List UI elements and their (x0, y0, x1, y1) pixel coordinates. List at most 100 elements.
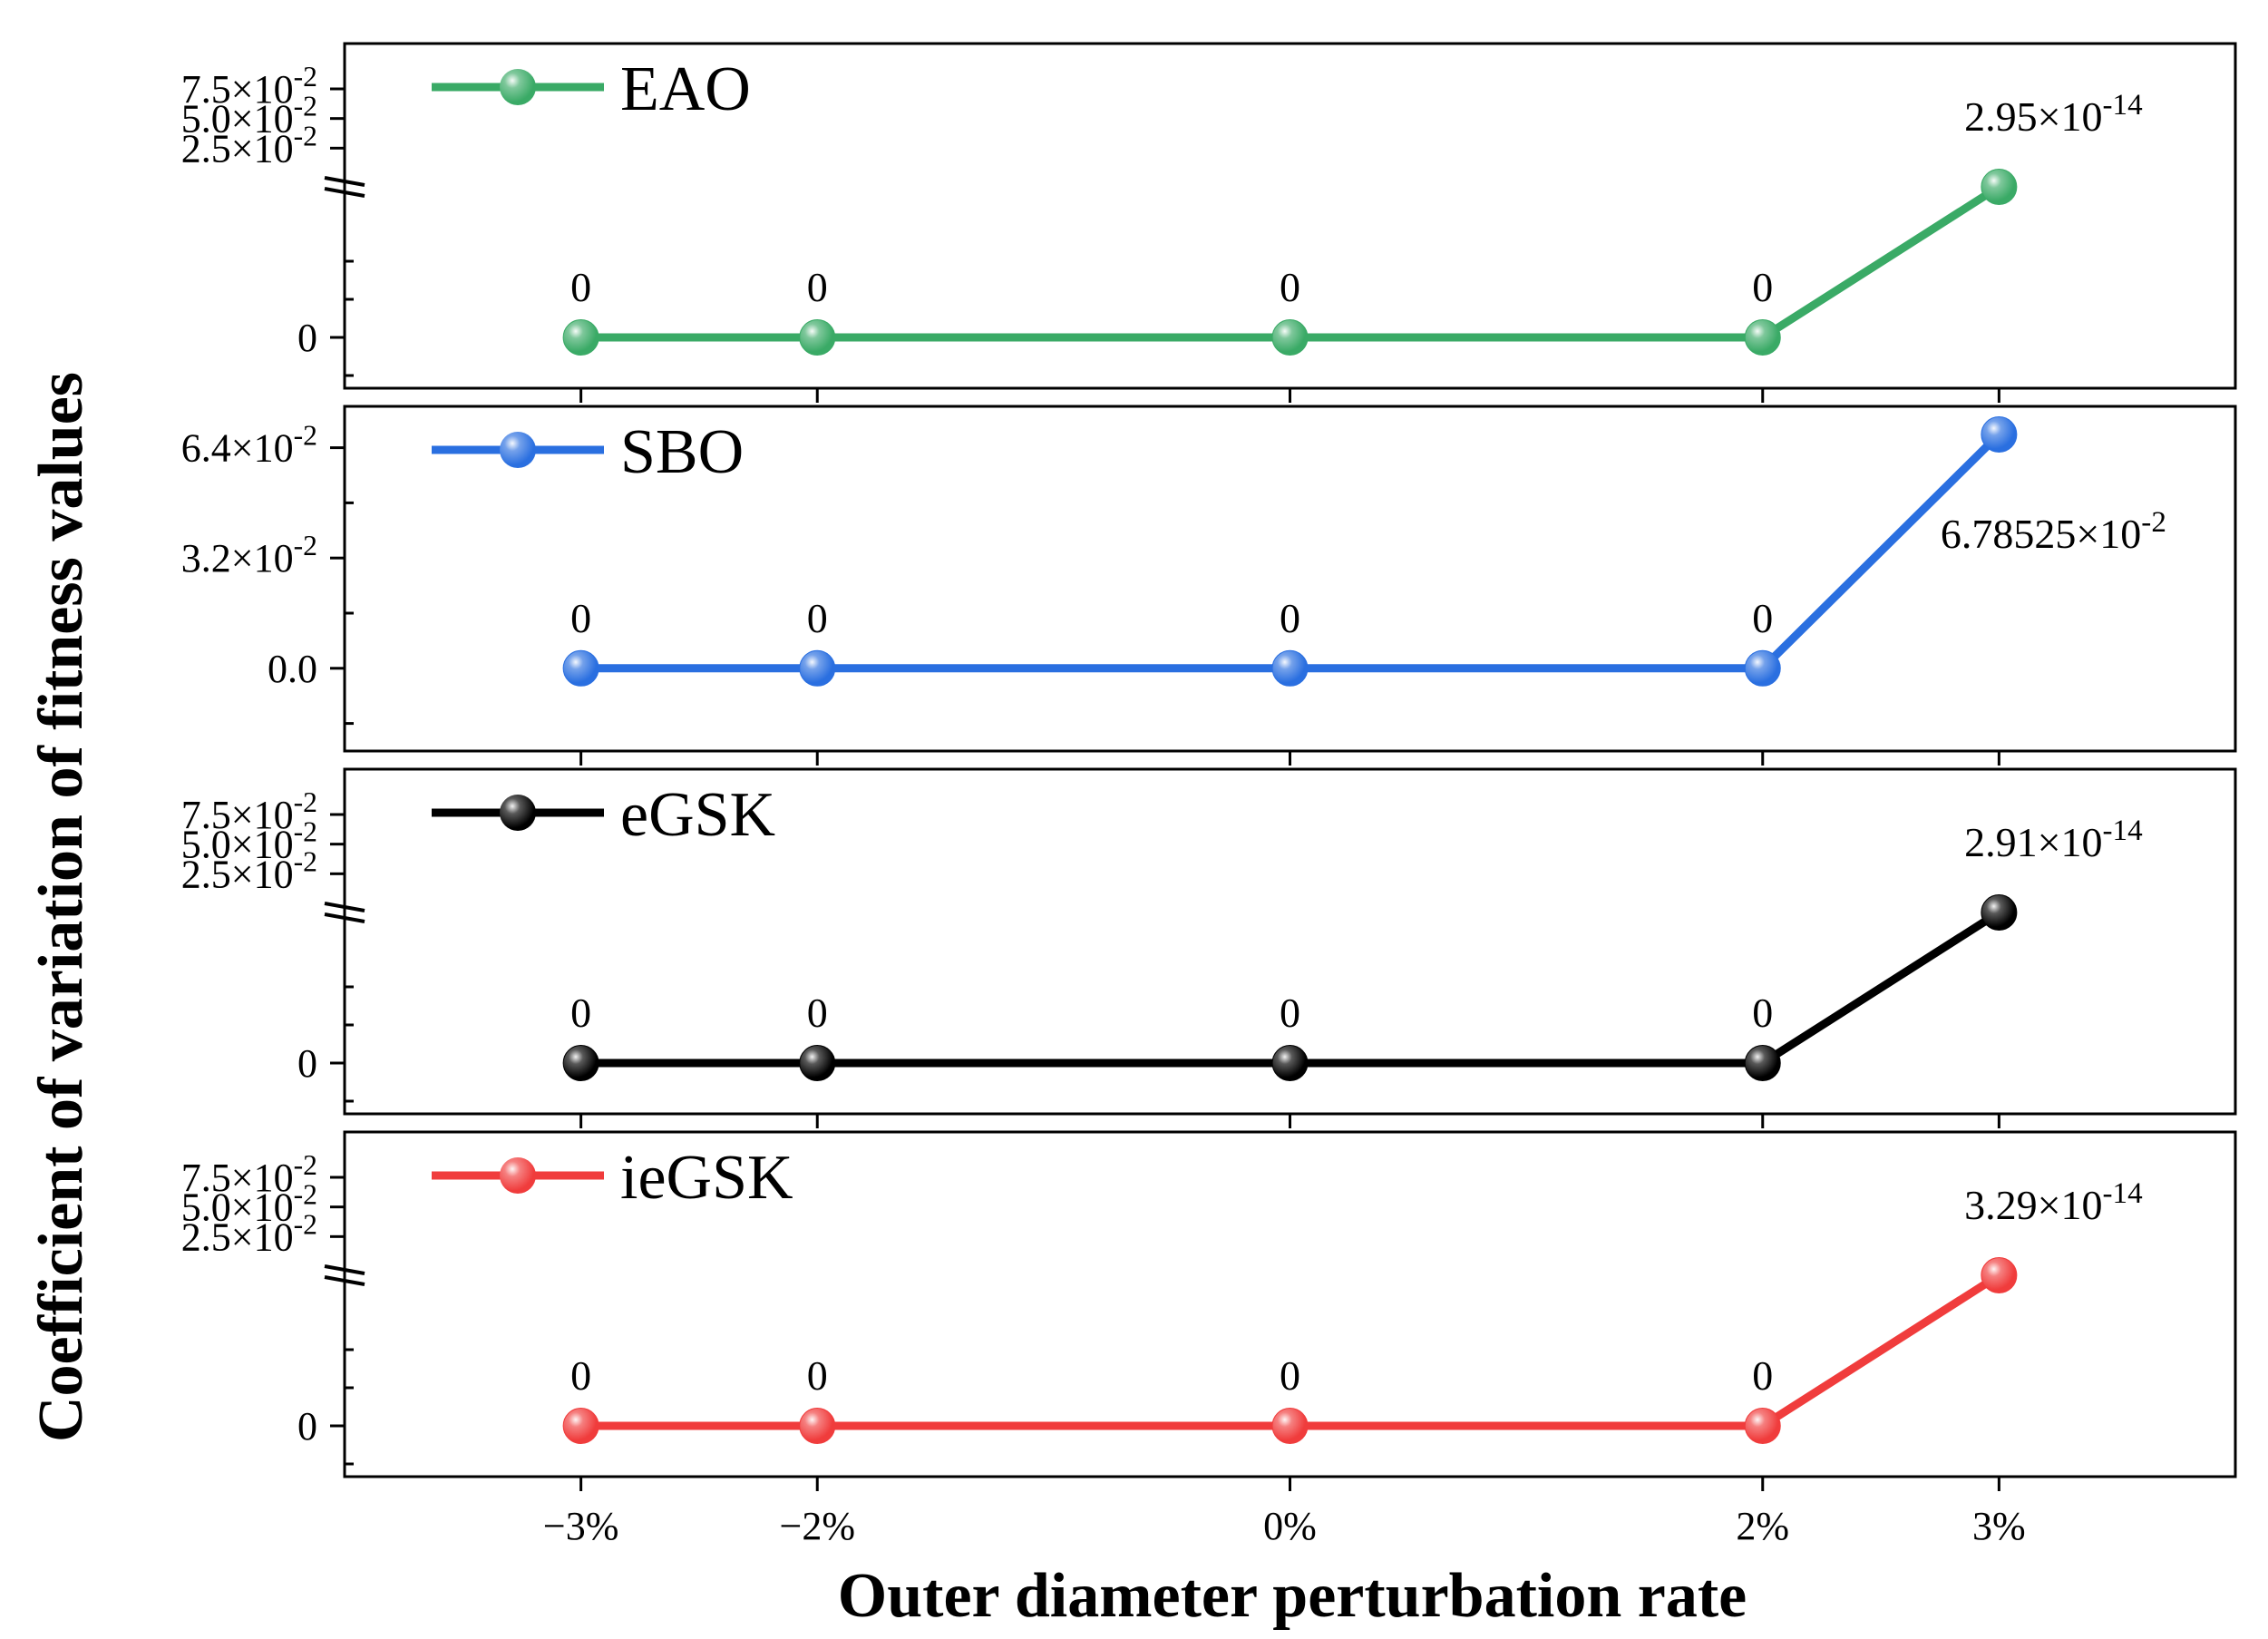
x-tick-label: 2% (1736, 1504, 1789, 1548)
data-point (562, 1045, 599, 1081)
data-label: 6.78525×10-2 (1941, 505, 2166, 557)
x-tick-label: 0% (1263, 1504, 1317, 1548)
data-point (1271, 1045, 1309, 1081)
data-point-highlight (1272, 1409, 1308, 1443)
series-line-iegsk (580, 1272, 2001, 1430)
panel-egsk: 0 7.5×10-25.0×10-22.5×10-2 0 0 0 0 2.91×10-14 e… (181, 767, 2237, 1128)
data-point-highlight (1745, 1409, 1780, 1443)
y-axis-title: Coefficient of variation of fitness valu… (26, 372, 96, 1442)
data-point (1744, 319, 1781, 356)
y-tick-label: 3.2×10-2 (181, 530, 317, 580)
axis-break-mark (324, 1275, 365, 1286)
data-point (1271, 649, 1309, 687)
y-tick-label: 7.5×10-2 (181, 1149, 317, 1200)
data-point-highlight (1745, 1046, 1780, 1080)
data-point (1981, 415, 2018, 453)
y-tick-label: 6.4×10-2 (181, 420, 317, 471)
data-point-highlight (1745, 650, 1780, 686)
legend-marker-highlight (500, 69, 536, 105)
legend-marker-highlight (500, 795, 536, 831)
data-label: 2.91×10-14 (1964, 814, 2143, 865)
panel-iegsk: 0 7.5×10-25.0×10-22.5×10-2 0 0 0 0 3.29×10-14 i… (181, 1130, 2237, 1491)
x-tick-label: 3% (1972, 1504, 2026, 1548)
data-label: 0 (1280, 595, 1300, 641)
legend-egsk: eGSK (432, 780, 775, 850)
data-point (562, 649, 599, 687)
data-point-highlight (800, 320, 835, 355)
data-point-highlight (1272, 650, 1308, 686)
data-label: 0 (807, 264, 828, 310)
data-point (1271, 319, 1309, 356)
panel-eao: 0 7.5×10-25.0×10-22.5×10-2 0 0 0 0 2.95×10-14 E… (181, 42, 2237, 403)
data-label: 0 (807, 990, 828, 1036)
legend-marker-highlight (500, 432, 536, 468)
axis-break-mark (324, 912, 365, 923)
y-tick-label: 5.0×10-2 (181, 91, 317, 141)
data-label: 0 (570, 990, 591, 1036)
axis-break-mark (324, 902, 365, 912)
data-point (799, 649, 836, 687)
data-label: 3.29×10-14 (1964, 1176, 2143, 1228)
series-line-eao (580, 183, 2001, 342)
data-label: 0 (570, 264, 591, 310)
data-label: 0 (1752, 1352, 1773, 1399)
y-tick-label: 0 (297, 1404, 317, 1449)
data-point (562, 1408, 599, 1444)
axis-break-mark (324, 187, 365, 198)
legend-marker-highlight (500, 1157, 536, 1194)
data-label: 0 (1752, 264, 1773, 310)
y-tick-label: 7.5×10-2 (181, 61, 317, 112)
data-label: 0 (1280, 990, 1300, 1036)
data-point-highlight (563, 1046, 599, 1080)
data-point-highlight (1981, 416, 2017, 452)
data-point-highlight (563, 650, 599, 686)
data-label: 0 (807, 595, 828, 641)
legend-label: eGSK (620, 780, 775, 850)
data-label: 0 (1280, 1352, 1300, 1399)
x-tick-label: −2% (780, 1504, 855, 1548)
chart-panels: 07.5×10-25.0×10-22.5×10-20 0 0 02.95×10-14E… (181, 42, 2237, 1491)
data-label: 0 (807, 1352, 828, 1399)
y-tick-label: 0 (297, 1041, 317, 1086)
data-point-highlight (800, 1409, 835, 1443)
y-tick-label: 2.5×10-2 (181, 1208, 317, 1259)
data-point-highlight (1745, 320, 1780, 355)
panel-sbo: 6.4×10-2 3.2×10-2 0.0 0 0 0 0 6.78525×10-2 SBO (181, 405, 2237, 766)
data-point (1744, 649, 1781, 687)
data-point (1981, 169, 2018, 205)
data-point (562, 319, 599, 356)
legend-label: ieGSK (620, 1143, 793, 1213)
data-point-highlight (800, 650, 835, 686)
y-tick-label: 0 (297, 316, 317, 360)
data-label: 0 (1752, 595, 1773, 641)
legend-sbo: SBO (432, 417, 744, 487)
data-point (1981, 894, 2018, 931)
data-point-highlight (1981, 170, 2017, 204)
legend-iegsk: ieGSK (432, 1143, 793, 1213)
legend-eao: EAO (432, 54, 751, 124)
data-point (1271, 1408, 1309, 1444)
data-point-highlight (1981, 1258, 2017, 1293)
legend-label: EAO (620, 54, 751, 124)
data-point (799, 1408, 836, 1444)
data-point-highlight (800, 1046, 835, 1080)
axis-break-mark (324, 176, 365, 187)
legend-label: SBO (620, 417, 744, 487)
data-point-highlight (1272, 1046, 1308, 1080)
x-tick-label: −3% (543, 1504, 618, 1548)
data-label: 0 (570, 595, 591, 641)
data-point (1744, 1045, 1781, 1081)
y-tick-label: 5.0×10-2 (181, 1179, 317, 1230)
y-tick-label: 7.5×10-2 (181, 786, 317, 837)
y-tick-label: 2.5×10-2 (181, 845, 317, 896)
x-axis: −3% −2% 0% 2% 3% (543, 1504, 2026, 1548)
data-point (799, 1045, 836, 1081)
data-point-highlight (1272, 320, 1308, 355)
series-line-egsk (580, 909, 2001, 1068)
data-point (1744, 1408, 1781, 1444)
data-point (799, 319, 836, 356)
y-tick-label: 2.5×10-2 (181, 120, 317, 171)
data-point-highlight (1981, 895, 2017, 930)
data-point-highlight (563, 1409, 599, 1443)
